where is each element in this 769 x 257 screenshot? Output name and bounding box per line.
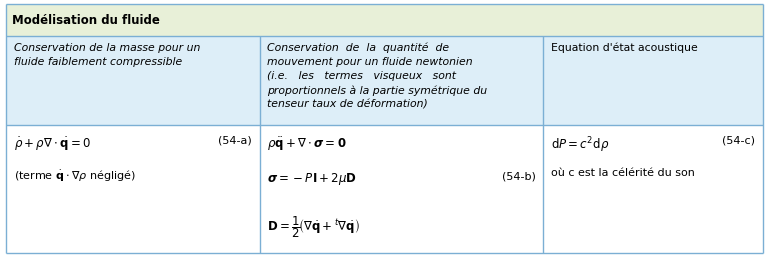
Text: (terme $\dot{\mathbf{q}}\cdot\nabla\rho$ négligé): (terme $\dot{\mathbf{q}}\cdot\nabla\rho$… xyxy=(14,168,135,184)
Bar xyxy=(6,4,763,36)
Bar xyxy=(544,125,763,253)
Text: $\mathrm{d}P=c^{2}\mathrm{d}\rho$: $\mathrm{d}P=c^{2}\mathrm{d}\rho$ xyxy=(551,135,610,155)
Bar xyxy=(260,36,544,125)
Text: $\mathbf{D}=\dfrac{1}{2}\!\left(\nabla\dot{\mathbf{q}}+{}^{t}\nabla\dot{\mathbf{: $\mathbf{D}=\dfrac{1}{2}\!\left(\nabla\d… xyxy=(268,215,360,240)
Bar xyxy=(6,36,260,125)
Text: (54-c): (54-c) xyxy=(722,135,755,145)
Text: où c est la célérité du son: où c est la célérité du son xyxy=(551,168,695,178)
Bar xyxy=(260,125,544,253)
Text: Modélisation du fluide: Modélisation du fluide xyxy=(12,14,160,26)
Text: $\dot{\rho}+\rho\nabla\cdot\dot{\mathbf{q}}=0$: $\dot{\rho}+\rho\nabla\cdot\dot{\mathbf{… xyxy=(14,135,91,152)
Bar xyxy=(6,125,260,253)
Bar xyxy=(544,36,763,125)
Text: Conservation  de  la  quantité  de
mouvement pour un fluide newtonien
(i.e.   le: Conservation de la quantité de mouvement… xyxy=(268,43,488,110)
Text: Equation d'état acoustique: Equation d'état acoustique xyxy=(551,43,697,53)
Text: $\boldsymbol{\sigma}=-P\mathbf{I}+2\mu\mathbf{D}$: $\boldsymbol{\sigma}=-P\mathbf{I}+2\mu\m… xyxy=(268,171,358,187)
Text: (54-b): (54-b) xyxy=(502,171,536,181)
Text: (54-a): (54-a) xyxy=(218,135,252,145)
Text: $\rho\ddot{\mathbf{q}}+\nabla\cdot\boldsymbol{\sigma}=\mathbf{0}$: $\rho\ddot{\mathbf{q}}+\nabla\cdot\bolds… xyxy=(268,135,347,152)
Text: Conservation de la masse pour un
fluide faiblement compressible: Conservation de la masse pour un fluide … xyxy=(14,43,200,67)
